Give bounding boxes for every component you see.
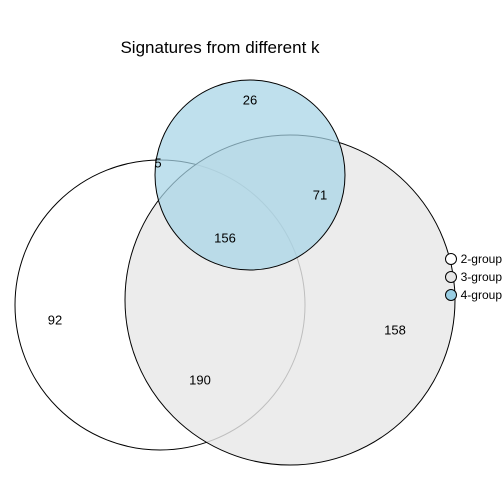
legend-item-4-group: 4-group	[445, 286, 502, 304]
legend-item-3-group: 3-group	[445, 268, 502, 286]
legend-swatch-4-group	[445, 289, 457, 301]
legend-item-2-group: 2-group	[445, 250, 502, 268]
legend-swatch-3-group	[445, 271, 457, 283]
legend-label: 2-group	[461, 252, 502, 266]
region-only-g4: 26	[243, 93, 257, 108]
region-only-g2: 92	[48, 313, 62, 328]
venn-svg	[0, 0, 504, 504]
region-only-g3: 158	[384, 323, 406, 338]
legend-swatch-2-group	[445, 253, 457, 265]
region-g2-g3-g4: 156	[214, 231, 236, 246]
legend: 2-group 3-group 4-group	[445, 250, 502, 304]
venn-diagram: Signatures from different k 2-group 3-gr…	[0, 0, 504, 504]
chart-title: Signatures from different k	[0, 38, 440, 58]
region-g2-g3: 190	[189, 373, 211, 388]
legend-label: 3-group	[461, 270, 502, 284]
region-g3-g4: 71	[313, 188, 327, 203]
venn-circle-g4	[155, 80, 345, 270]
legend-label: 4-group	[461, 288, 502, 302]
region-g2-g4: 5	[154, 156, 161, 171]
